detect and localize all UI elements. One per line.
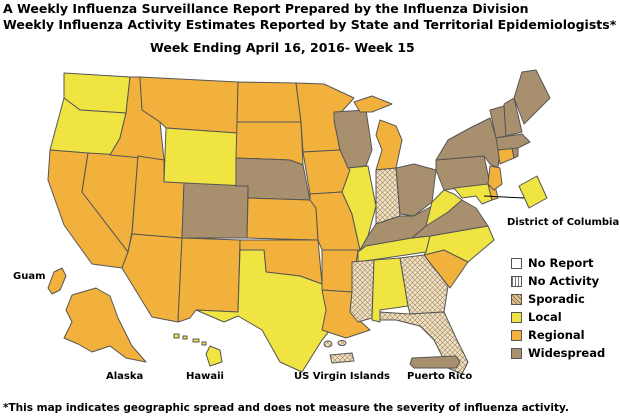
legend-item-local: Local bbox=[511, 308, 605, 326]
legend: No Report No Activity Sporadic Local Regiona… bbox=[511, 254, 605, 362]
hawaii-label: Hawaii bbox=[186, 371, 224, 382]
dc-label: District of Columbia bbox=[507, 217, 619, 228]
legend-label: Local bbox=[528, 310, 562, 324]
legend-swatch bbox=[511, 347, 522, 359]
legend-swatch bbox=[511, 275, 522, 287]
state-north-dakota bbox=[236, 81, 302, 123]
state-us-virgin-islands bbox=[323, 340, 355, 364]
week-label: Week Ending April 16, 2016- Week 15 bbox=[150, 40, 415, 55]
state-new-jersey bbox=[487, 165, 503, 191]
us-activity-map: District of Columbia Alaska Hawaii Guam … bbox=[13, 69, 619, 382]
state-colorado bbox=[181, 182, 249, 239]
legend-label: Regional bbox=[528, 328, 585, 342]
legend-label: No Activity bbox=[528, 274, 600, 288]
state-connecticut bbox=[497, 147, 515, 165]
legend-label: No Report bbox=[528, 256, 594, 270]
state-guam bbox=[47, 267, 67, 295]
alaska-label: Alaska bbox=[106, 371, 143, 382]
guam-label: Guam bbox=[13, 271, 46, 282]
state-new-mexico bbox=[177, 237, 241, 323]
state-alaska bbox=[63, 287, 147, 363]
legend-item-no-activity: No Activity bbox=[511, 272, 605, 290]
state-puerto-rico bbox=[409, 355, 461, 369]
legend-item-no-report: No Report bbox=[511, 254, 605, 272]
legend-label: Widespread bbox=[528, 346, 606, 360]
legend-swatch bbox=[511, 329, 522, 341]
state-maine bbox=[513, 69, 551, 125]
state-kansas bbox=[246, 197, 319, 241]
legend-item-regional: Regional bbox=[511, 326, 605, 344]
legend-item-sporadic: Sporadic bbox=[511, 290, 605, 308]
report-title: A Weekly Influenza Surveillance Report P… bbox=[3, 1, 529, 16]
pr-label: Puerto Rico bbox=[407, 371, 472, 382]
footnote: *This map indicates geographic spread an… bbox=[3, 402, 569, 414]
state-texas bbox=[195, 249, 341, 373]
legend-label: Sporadic bbox=[528, 292, 585, 306]
state-wyoming bbox=[163, 127, 238, 187]
state-arizona bbox=[121, 233, 183, 323]
legend-swatch bbox=[511, 311, 522, 323]
state-hawaii bbox=[173, 333, 223, 367]
legend-swatch bbox=[511, 293, 522, 305]
legend-item-widespread: Widespread bbox=[511, 344, 605, 362]
usvi-label: US Virgin Islands bbox=[294, 371, 390, 382]
state-massachusetts bbox=[495, 133, 531, 151]
report-subtitle: Weekly Influenza Activity Estimates Repo… bbox=[3, 17, 617, 32]
dc-pointer bbox=[483, 195, 525, 199]
state-new-hampshire bbox=[503, 97, 523, 137]
legend-swatch bbox=[511, 257, 522, 269]
state-mississippi bbox=[349, 259, 375, 323]
state-district-of-columbia bbox=[518, 175, 548, 209]
